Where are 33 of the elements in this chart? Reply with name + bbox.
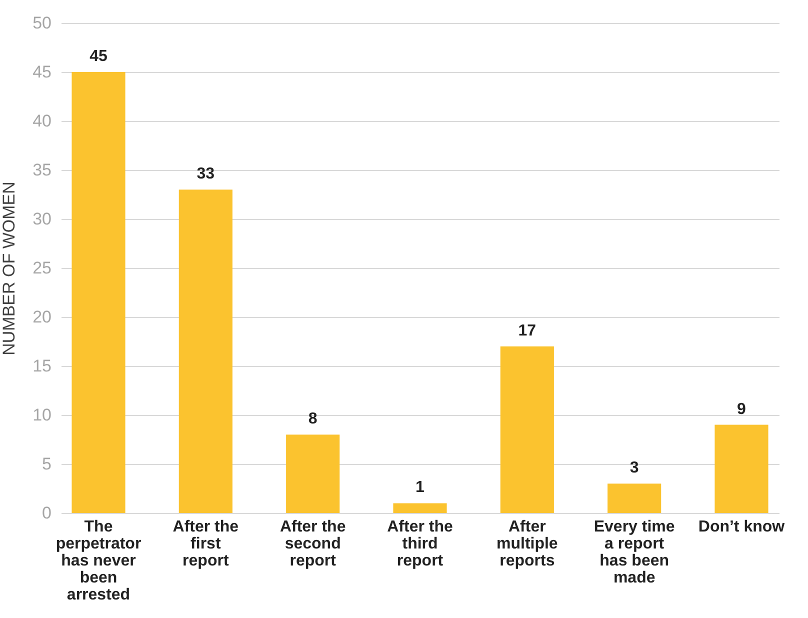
data-label: 3: [630, 460, 639, 477]
data-label: 9: [737, 400, 746, 418]
data-label: 33: [196, 166, 215, 183]
x-tick-label: After the third report: [387, 518, 453, 570]
y-tick-label: 25: [32, 258, 52, 278]
y-tick-label: 20: [32, 308, 52, 326]
y-tick-label: 45: [32, 62, 52, 82]
data-label: 17: [518, 322, 536, 340]
bar: [72, 72, 126, 513]
y-tick-label: 5: [42, 454, 52, 474]
y-tick-label: 40: [32, 112, 52, 130]
y-tick-label: 30: [32, 210, 52, 228]
bar: [178, 190, 232, 513]
x-tick-label: After the first report: [172, 518, 239, 570]
data-label: 8: [308, 410, 318, 428]
x-tick-label: Don’t know: [698, 518, 786, 536]
bar: [393, 503, 447, 513]
data-label: 1: [416, 479, 425, 496]
x-tick-label: The perpetrator has never been arrested: [56, 518, 142, 604]
x-tick-label: After the second report: [280, 518, 346, 570]
y-tick-label: 10: [32, 406, 52, 424]
data-label: 45: [90, 48, 108, 65]
y-axis-title: NUMBER OF WOMEN: [0, 182, 19, 356]
y-tick-label: 0: [42, 504, 52, 522]
x-tick-label: After multiple reports: [496, 518, 558, 570]
bar: [500, 346, 554, 513]
x-tick-label: Every time a report has been made: [594, 518, 675, 586]
bar: [608, 484, 662, 513]
y-tick-label: 15: [32, 356, 52, 376]
y-tick-label: 50: [32, 14, 52, 32]
y-tick-label: 35: [32, 160, 52, 180]
bar: [286, 434, 340, 513]
bar: [714, 424, 768, 513]
